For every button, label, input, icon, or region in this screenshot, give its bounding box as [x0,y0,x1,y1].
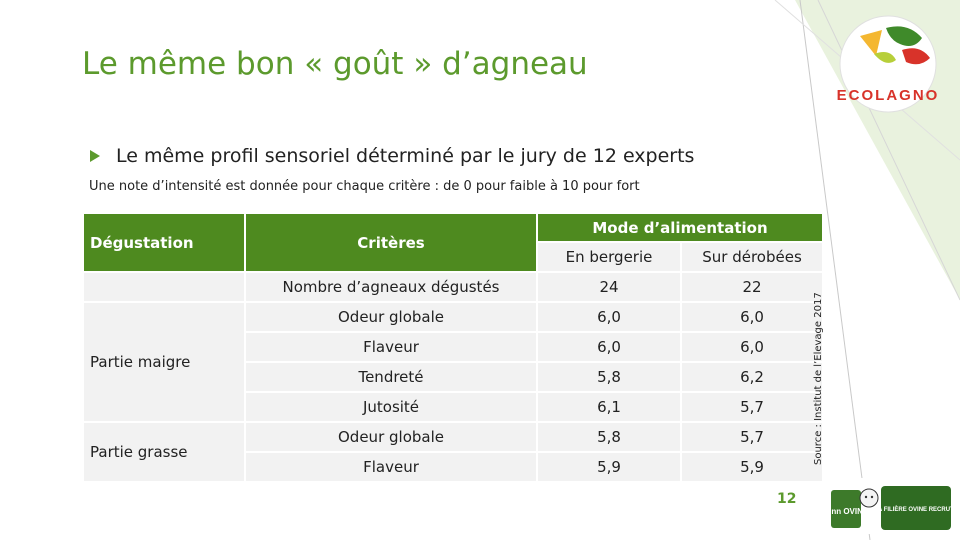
value-derobees: 22 [680,271,822,301]
value-derobees: 6,2 [680,361,822,391]
table-row: Partie grasse Odeur globale 5,8 5,7 [84,421,822,481]
table-row: Flaveur 5,9 5,9 [84,451,822,481]
value-bergerie: 5,9 [536,451,680,481]
table-row: Jutosité 6,1 5,7 [84,391,822,421]
page-number: 12 [777,491,797,507]
source-note: Source : Institut de l’Elevage 2017 [813,292,824,465]
group-partie-grasse: Partie grasse [84,421,244,481]
header-degustation: Dégustation [84,214,244,271]
value-bergerie: 6,0 [536,301,680,331]
value-bergerie: 24 [536,271,680,301]
header-criteres: Critères [244,214,536,271]
bullet-arrow-icon [90,150,100,162]
sensory-table: Dégustation Critères Mode d’alimentation… [84,214,822,481]
critere-cell: Jutosité [244,391,536,421]
table-row: Partie maigre Odeur globale 6,0 6,0 [84,301,822,421]
table-row: Tendreté 5,8 6,2 [84,361,822,391]
header-bergerie: En bergerie [536,243,680,271]
deco-line [799,0,871,540]
filiere-text: LA FILIÈRE OVINE RECRUTE [874,505,953,513]
intensity-note: Une note d’intensité est donnée pour cha… [89,179,640,194]
bullet-text: Le même profil sensoriel déterminé par l… [116,145,695,167]
page-title: Le même bon « goût » d’agneau [82,46,588,82]
inn-ovin-logo: inn OVIN LA FILIÈRE OVINE RECRUTE [829,478,953,534]
value-bergerie: 6,1 [536,391,680,421]
critere-cell: Odeur globale [244,421,536,451]
value-bergerie: 5,8 [536,361,680,391]
value-derobees: 6,0 [680,301,822,331]
table-subheader-row: En bergerie Sur dérobées [84,243,822,271]
critere-cell: Flaveur [244,331,536,361]
filiere-recrute-logo [881,486,951,530]
critere-cell: Flaveur [244,451,536,481]
critere-cell: Tendreté [244,361,536,391]
inn-ovin-text: inn OVIN [829,507,863,516]
critere-cell: Nombre d’agneaux dégustés [244,271,536,301]
value-derobees: 5,7 [680,421,822,451]
bullet-item: Le même profil sensoriel déterminé par l… [90,141,694,171]
table-row: Nombre d’agneaux dégustés 24 22 [84,271,822,301]
ecolagno-logo: ECOLAGNO [837,15,940,113]
header-derobees: Sur dérobées [680,243,822,271]
value-derobees: 5,9 [680,451,822,481]
group-cell [84,271,244,301]
value-derobees: 5,7 [680,391,822,421]
value-bergerie: 5,8 [536,421,680,451]
table-row: Flaveur 6,0 6,0 [84,331,822,361]
value-bergerie: 6,0 [536,331,680,361]
group-partie-maigre: Partie maigre [84,301,244,421]
header-mode: Mode d’alimentation [536,214,822,243]
table-header-row: Dégustation Critères Mode d’alimentation [84,214,822,271]
value-derobees: 6,0 [680,331,822,361]
ecolagno-text: ECOLAGNO [837,87,940,104]
critere-cell: Odeur globale [244,301,536,331]
